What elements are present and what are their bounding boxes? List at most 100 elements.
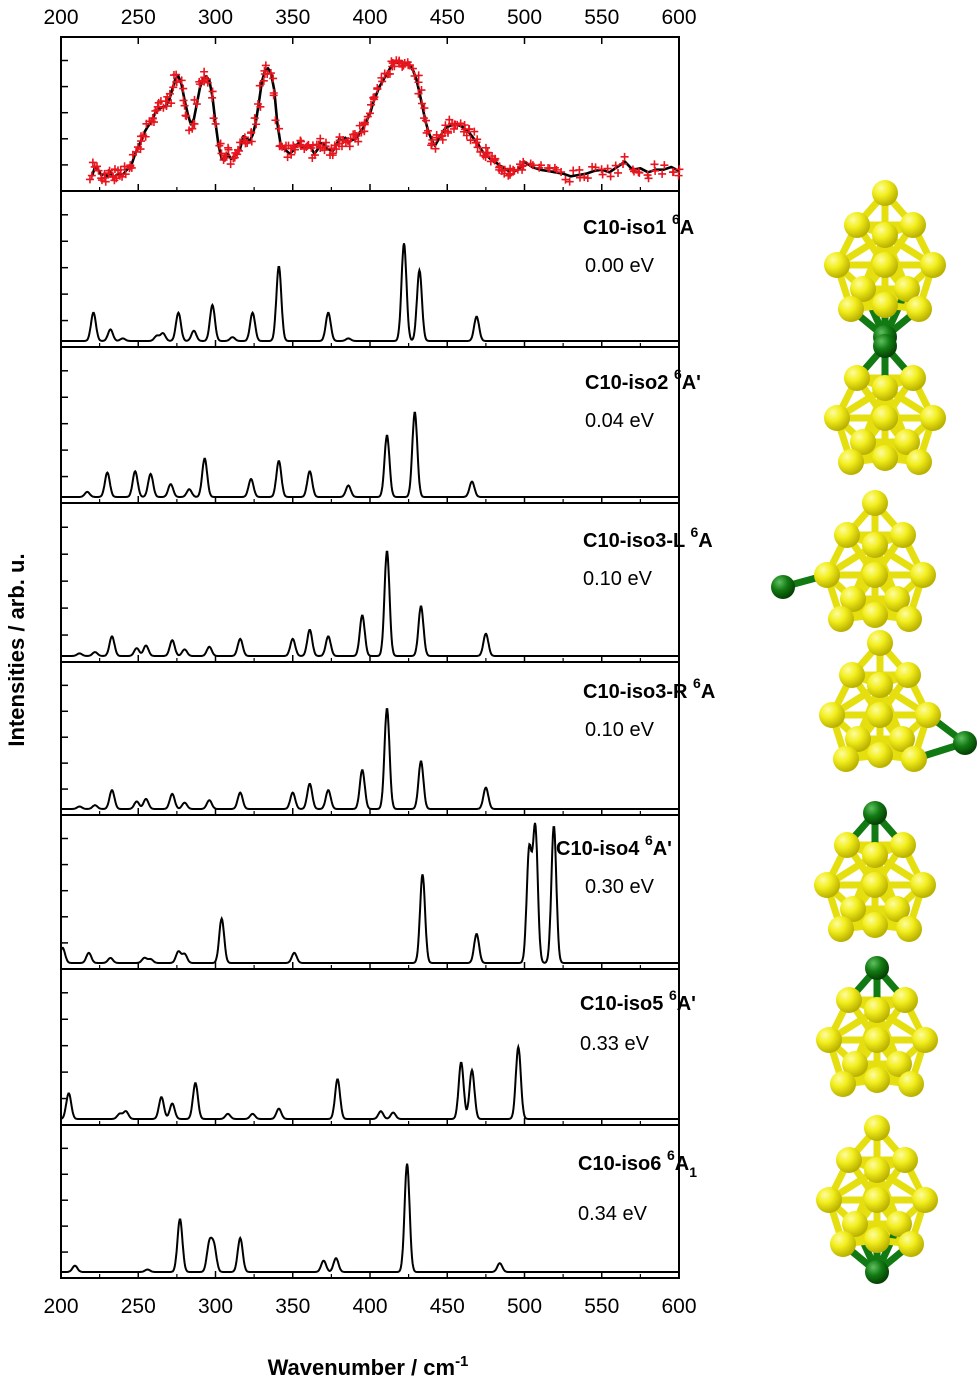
gold-atom — [834, 522, 860, 548]
experiment-point — [200, 67, 209, 76]
gold-atom — [872, 375, 898, 401]
gold-atom — [862, 872, 888, 898]
experiment-point — [535, 163, 544, 172]
bottom-tick-label: 400 — [352, 1295, 387, 1318]
gold-atom — [898, 1231, 924, 1257]
experiment-point — [283, 153, 292, 162]
cluster-c10-iso6 — [816, 1115, 938, 1284]
experiment-point — [127, 163, 136, 172]
cluster-c10-iso1 — [824, 180, 946, 349]
spectrum-line — [61, 411, 679, 498]
gold-atom — [834, 832, 860, 858]
spectrum-c10-iso3-r — [61, 708, 679, 811]
experiment-point — [177, 76, 186, 85]
gold-atom — [845, 726, 871, 752]
experiment-point — [167, 99, 176, 108]
isomer-label: C10-iso4 6A' — [556, 832, 672, 860]
gold-atom — [906, 296, 932, 322]
experiment-point — [321, 138, 330, 147]
experiment-point — [483, 148, 492, 157]
experiment-point — [269, 74, 278, 83]
gold-atom — [872, 445, 898, 471]
isomer-label: C10-iso1 6A — [583, 211, 694, 239]
experiment-point — [339, 136, 348, 145]
spectrum-line — [61, 708, 679, 811]
experiment-point — [519, 157, 528, 166]
green-atom — [865, 1260, 889, 1284]
spectrum-line — [61, 550, 679, 658]
experiment-point — [247, 128, 256, 137]
experiment-point — [420, 104, 429, 113]
gold-atom — [872, 180, 898, 206]
experiment-point — [211, 119, 220, 128]
experiment-point — [224, 145, 233, 154]
experiment-point — [93, 162, 102, 171]
gold-atom — [824, 405, 850, 431]
experiment-series — [85, 56, 684, 186]
experiment-point — [133, 143, 142, 152]
experiment-point — [403, 58, 412, 67]
experiment-point — [591, 163, 600, 172]
gold-atom — [910, 562, 936, 588]
spectrum-c10-iso2 — [61, 411, 679, 498]
experiment-point — [259, 76, 268, 85]
isomer-energy: 0.33 eV — [580, 1033, 650, 1055]
experiment-point — [460, 121, 469, 130]
experiment-point — [121, 170, 130, 179]
gold-atom — [862, 842, 888, 868]
experiment-point — [253, 99, 262, 108]
bottom-tick-label: 500 — [507, 1295, 542, 1318]
spectrum-c10-iso3-l — [61, 550, 679, 658]
experiment-point — [565, 177, 574, 186]
gold-atom — [824, 252, 850, 278]
gold-atom — [864, 1187, 890, 1213]
experiment-point — [226, 160, 235, 169]
top-tick-label: 450 — [430, 6, 465, 29]
gold-atom — [833, 746, 859, 772]
experiment-point — [561, 175, 570, 184]
y-axis-title: Intensities / arb. u. — [4, 553, 29, 746]
top-axis-tick-labels: 200 250 300 350 400 450 500 550 600 — [43, 6, 696, 29]
experiment-point — [675, 165, 684, 174]
gold-atom — [836, 1147, 862, 1173]
isomer-energy: 0.00 eV — [585, 255, 655, 277]
bottom-tick-label: 200 — [43, 1295, 78, 1318]
experiment-point — [169, 83, 178, 92]
spectrum-c10-iso1 — [61, 243, 679, 342]
experiment-point — [438, 131, 447, 140]
isomer-energy: 0.10 eV — [585, 719, 655, 741]
experiment-point — [668, 168, 677, 177]
experiment-point — [149, 118, 158, 127]
experiment-point — [172, 78, 181, 87]
top-tick-label: 550 — [584, 6, 619, 29]
experiment-point — [459, 127, 468, 136]
experiment-point — [611, 161, 620, 170]
experiment-point — [332, 145, 341, 154]
experiment-point — [263, 70, 272, 79]
gold-atom — [912, 1027, 938, 1053]
experiment-point — [126, 162, 135, 171]
x-axis-title: Wavenumber / cm-1 — [268, 1353, 469, 1380]
gold-atom — [836, 987, 862, 1013]
gold-atom — [850, 276, 876, 302]
gold-atom — [892, 1147, 918, 1173]
experiment-point — [482, 149, 491, 158]
isomer-label: C10-iso3-R 6A — [583, 675, 715, 703]
experiment-point — [614, 168, 623, 177]
gold-atom — [920, 405, 946, 431]
experiment-point — [337, 142, 346, 151]
gold-atom — [862, 912, 888, 938]
bottom-tick-label: 250 — [121, 1295, 156, 1318]
experiment-point — [378, 77, 387, 86]
experiment-point — [510, 166, 519, 175]
experiment-point — [87, 171, 96, 180]
gold-atom — [900, 365, 926, 391]
top-tick-label: 200 — [43, 6, 78, 29]
gold-atom — [864, 1157, 890, 1183]
experiment-point — [500, 165, 509, 174]
spectrum-c10-iso4 — [60, 822, 679, 964]
spectrum-line — [60, 1043, 679, 1120]
gold-atom — [872, 405, 898, 431]
experiment-point — [189, 119, 198, 128]
